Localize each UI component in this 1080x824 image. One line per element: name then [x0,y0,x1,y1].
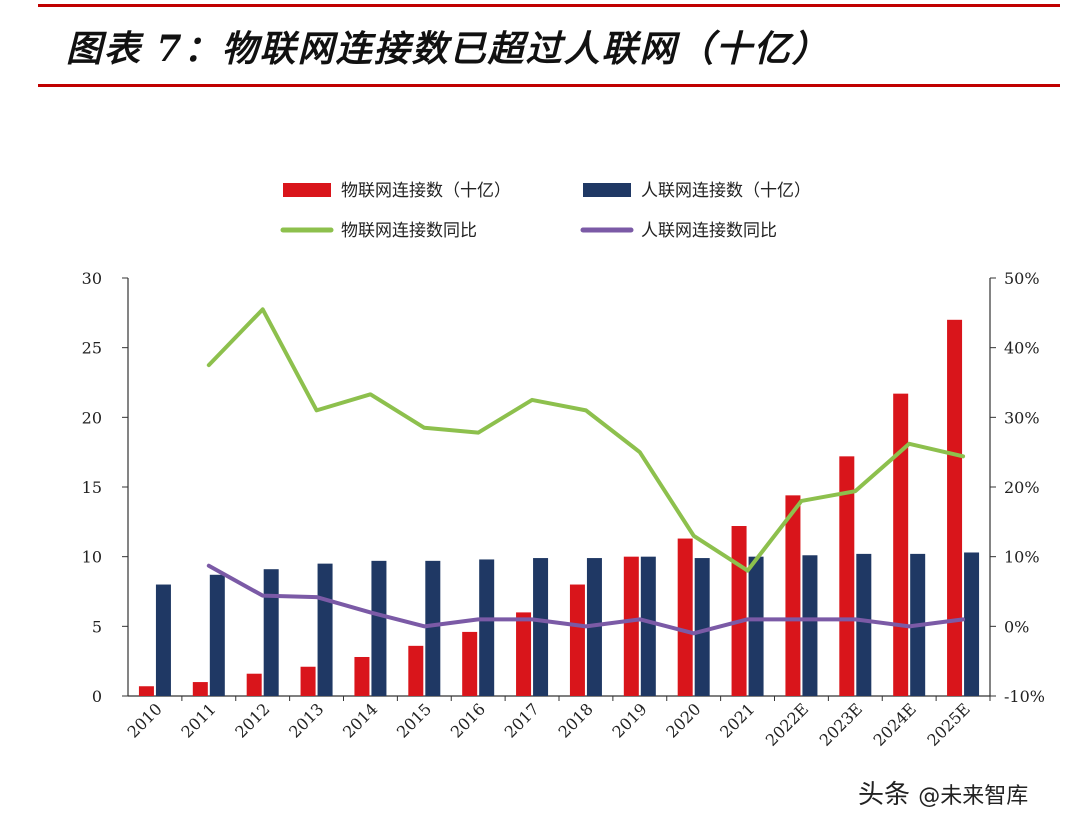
watermark-source: 头条 [858,780,911,810]
x-tick-label: 2022E [762,699,812,749]
human-bar [802,555,818,696]
human-yoy-line [206,563,966,636]
x-tick-label: 2019 [608,699,650,741]
human-bar [533,558,549,696]
left-tick-label: 15 [82,478,102,497]
human-bar [155,584,171,696]
x-tick-label: 2011 [177,699,219,741]
left-tick-label: 25 [82,339,102,358]
iot-bar [354,656,370,696]
right-tick-label: 40% [1004,339,1040,358]
x-tick-label: 2015 [393,699,435,741]
human-bar [371,560,387,696]
human-bar [317,563,333,696]
legend-label: 人联网连接数同比 [641,221,777,241]
iot-bar [138,686,154,696]
iot-bar [246,673,262,696]
x-tick-label: 2013 [285,699,327,741]
legend-swatch [583,183,631,197]
human-bar [964,552,980,696]
right-tick-label: -10% [1004,687,1045,706]
legend-label: 人联网连接数（十亿） [641,181,811,201]
legend-label: 物联网连接数（十亿） [341,181,511,201]
x-tick-label: 2012 [231,699,273,741]
iot-bar [462,631,478,696]
iot-bar [300,666,316,696]
x-tick-label: 2014 [339,699,381,741]
iot-bar [569,584,585,696]
left-tick-label: 5 [92,617,102,636]
title-underline [38,84,1060,87]
x-tick-label: 2020 [662,699,704,741]
human-bar [479,559,495,696]
right-tick-label: 0% [1004,617,1029,636]
iot-bar [516,612,532,696]
watermark-handle: @未来智库 [918,784,1029,809]
human-bar [856,553,872,696]
left-tick-label: 10 [82,548,102,567]
watermark: 头条 @未来智库 [858,774,1028,811]
iot-bar [192,682,208,696]
x-tick-label: 2017 [501,699,543,741]
x-tick-label: 2023E [816,699,866,749]
iot-bar [893,393,909,696]
iot-bar [623,556,639,696]
left-tick-label: 30 [82,269,102,288]
top-rule [38,4,1060,7]
iot-bar [947,319,963,696]
human-bar [263,569,279,696]
left-tick-label: 20 [82,408,102,427]
right-tick-label: 20% [1004,478,1040,497]
iot-bar [408,645,424,696]
page-title: 图表 7：物联网连接数已超过人联网（十亿） [66,28,830,70]
human-bar [425,560,441,696]
right-tick-label: 50% [1004,269,1040,288]
human-bar [209,574,225,696]
left-tick-label: 0 [92,687,102,706]
x-tick-label: 2018 [555,699,597,741]
x-tick-label: 2010 [124,699,166,741]
iot-yoy-line [206,307,966,573]
iot-bar [677,538,693,696]
iot-bar [839,456,855,696]
x-tick-label: 2016 [447,699,489,741]
legend-swatch [283,183,331,197]
iot-bar [785,495,801,696]
human-bar [694,558,710,696]
legend-label: 物联网连接数同比 [341,221,477,241]
x-tick-label: 2024E [870,699,920,749]
right-tick-label: 30% [1004,408,1040,427]
human-bar [640,556,656,696]
right-tick-label: 10% [1004,548,1040,567]
x-tick-label: 2021 [716,699,758,741]
human-bar [748,556,764,696]
x-tick-label: 2025E [923,699,973,749]
iot-bar [731,526,747,696]
